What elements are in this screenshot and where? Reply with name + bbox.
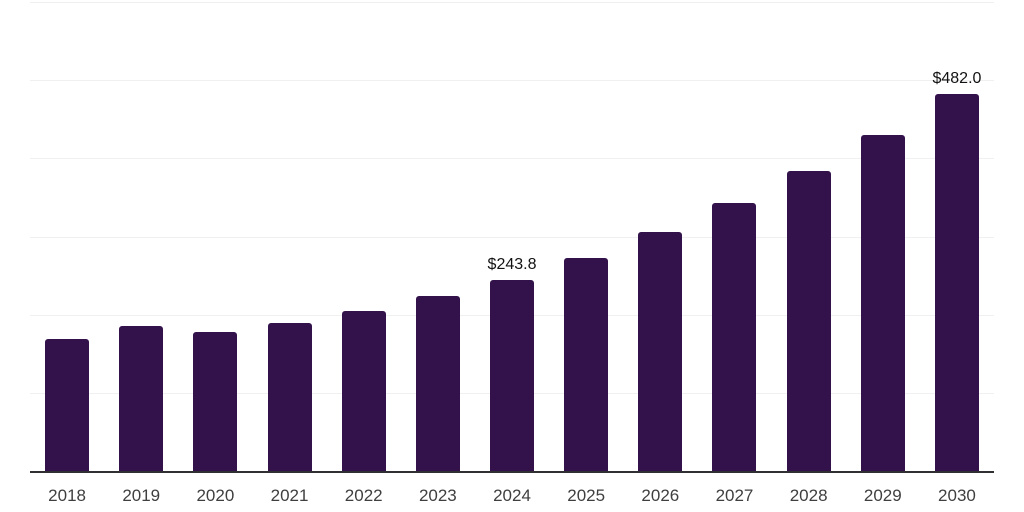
bar-2026	[638, 231, 683, 471]
bar-slot-2018	[30, 2, 104, 471]
gridline-500	[30, 80, 994, 82]
bar-slot-2022	[327, 2, 401, 471]
bar-slot-2021	[252, 2, 326, 471]
bar-2019	[119, 326, 164, 471]
x-tick-label-2020: 2020	[196, 486, 235, 505]
bar-2022	[341, 311, 386, 471]
bar-slot-2030: $482.0	[920, 2, 994, 471]
x-tick-label-2019: 2019	[122, 486, 161, 505]
x-tick-label-2028: 2028	[789, 486, 828, 505]
gridline-300	[30, 236, 994, 238]
x-tick-label-2024: 2024	[493, 486, 531, 505]
value-label-2024: $243.8	[487, 256, 537, 274]
bars-container: $243.8 $482.0	[30, 2, 994, 471]
bar-2029	[860, 134, 905, 471]
x-tick-label-2026: 2026	[641, 486, 680, 505]
value-label-2030: $482.0	[932, 70, 982, 88]
gridline-600	[30, 2, 994, 3]
x-tick-label-2027: 2027	[715, 486, 754, 505]
bar-slot-2024: $243.8	[475, 2, 549, 471]
x-axis-labels: 2018 2019 2020 2021 2022 2023 2024 2025 2026 2027…	[30, 473, 994, 504]
plot-area: $243.8 $482.0	[30, 2, 994, 473]
x-tick-label-2018: 2018	[48, 486, 86, 505]
x-tick-label-2025: 2025	[567, 486, 606, 505]
x-tick-label-2023: 2023	[418, 486, 457, 505]
bar-slot-2025	[549, 2, 623, 471]
x-tick-label-2029: 2029	[863, 486, 902, 505]
bar-slot-2029	[846, 2, 920, 471]
bar-slot-2026	[623, 2, 697, 471]
x-tick-label-2030: 2030	[938, 486, 976, 505]
bar-2025	[564, 257, 609, 471]
bar-2028	[786, 170, 831, 471]
bar-2027	[712, 203, 757, 471]
bar-2023	[415, 296, 460, 471]
x-tick-label-2021: 2021	[270, 486, 309, 505]
bar-2018	[45, 338, 90, 471]
bar-2021	[267, 322, 312, 471]
bar-slot-2028	[772, 2, 846, 471]
bar-slot-2023	[401, 2, 475, 471]
bar-2020	[193, 331, 238, 471]
bar-2024	[490, 280, 535, 471]
bar-2030	[934, 94, 979, 471]
bar-slot-2019	[104, 2, 178, 471]
bar-slot-2020	[178, 2, 252, 471]
bar-slot-2027	[697, 2, 771, 471]
gridline-400	[30, 158, 994, 160]
x-tick-label-2022: 2022	[344, 486, 383, 505]
